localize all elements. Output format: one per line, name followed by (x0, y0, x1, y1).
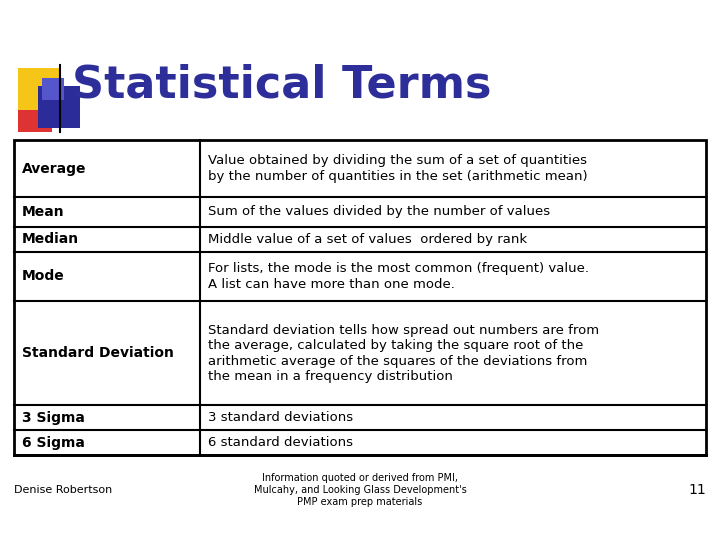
Text: 11: 11 (688, 483, 706, 497)
Text: 6 standard deviations: 6 standard deviations (208, 436, 353, 449)
Text: by the number of quantities in the set (arithmetic mean): by the number of quantities in the set (… (208, 170, 588, 183)
Text: Mode: Mode (22, 269, 65, 284)
Text: the mean in a frequency distribution: the mean in a frequency distribution (208, 370, 453, 383)
Bar (38, 86, 80, 128)
Text: arithmetic average of the squares of the deviations from: arithmetic average of the squares of the… (208, 355, 588, 368)
Text: Standard Deviation: Standard Deviation (22, 346, 174, 360)
Bar (18, 98, 52, 132)
Text: Middle value of a set of values  ordered by rank: Middle value of a set of values ordered … (208, 233, 527, 246)
Text: Denise Robertson: Denise Robertson (14, 485, 112, 495)
Text: Sum of the values divided by the number of values: Sum of the values divided by the number … (208, 205, 550, 218)
Text: Median: Median (22, 232, 79, 246)
Bar (14, 140, 706, 455)
Text: Standard deviation tells how spread out numbers are from: Standard deviation tells how spread out … (208, 323, 599, 336)
Bar (42, 78, 64, 100)
Text: Average: Average (22, 161, 86, 176)
Text: Statistical Terms: Statistical Terms (72, 64, 492, 106)
Text: the average, calculated by taking the square root of the: the average, calculated by taking the sq… (208, 339, 583, 352)
Text: 6 Sigma: 6 Sigma (22, 436, 85, 450)
Bar (18, 68, 60, 110)
Text: Value obtained by dividing the sum of a set of quantities: Value obtained by dividing the sum of a … (208, 154, 587, 167)
Text: For lists, the mode is the most common (frequent) value.: For lists, the mode is the most common (… (208, 262, 589, 275)
Text: 3 Sigma: 3 Sigma (22, 411, 85, 425)
Text: Mean: Mean (22, 205, 65, 219)
Text: Information quoted or derived from PMI,
Mulcahy, and Looking Glass Development's: Information quoted or derived from PMI, … (253, 474, 467, 507)
Text: 3 standard deviations: 3 standard deviations (208, 411, 353, 424)
Text: A list can have more than one mode.: A list can have more than one mode. (208, 278, 455, 291)
